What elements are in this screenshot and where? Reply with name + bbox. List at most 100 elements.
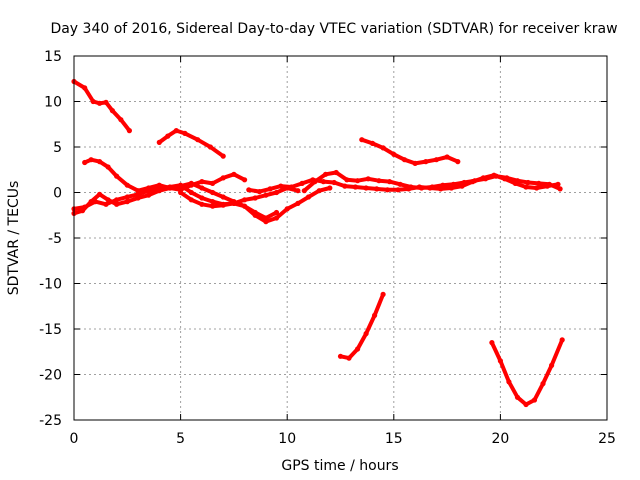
y-tick-label: -20 [39, 368, 62, 384]
data-point [188, 197, 194, 203]
data-point [323, 171, 329, 177]
data-point [97, 100, 103, 106]
data-point [146, 188, 152, 194]
data-point [433, 157, 439, 163]
data-point [514, 178, 521, 184]
y-tick-label: -5 [48, 231, 62, 247]
data-point [331, 179, 337, 186]
ticks: 0 5 10 15 20 25 -25 -20 -15 -10 -5 0 5 10 15 [39, 49, 616, 447]
series-group [71, 78, 565, 408]
data-point [327, 185, 333, 191]
x-tick-label: 0 [70, 431, 79, 447]
data-point [380, 291, 386, 297]
y-tick-label: -25 [39, 413, 62, 429]
data-point [397, 181, 403, 187]
data-point [523, 184, 529, 190]
data-point [207, 144, 213, 150]
series-arc-9 [301, 169, 563, 194]
data-point [278, 183, 284, 189]
series-line [338, 292, 386, 361]
y-tick-label: 15 [44, 49, 62, 65]
data-point [199, 185, 205, 191]
data-point [256, 189, 263, 195]
data-point [220, 202, 226, 208]
data-point [267, 186, 273, 192]
data-point [557, 186, 563, 192]
data-point [531, 397, 538, 403]
data-point [173, 128, 179, 134]
chart-title: Day 340 of 2016, Sidereal Day-to-day VTE… [50, 21, 617, 37]
data-point [231, 200, 237, 206]
x-axis-label: GPS time / hours [281, 458, 398, 474]
series-arc-10 [337, 291, 386, 361]
x-tick-label: 5 [176, 431, 185, 447]
data-point [273, 189, 280, 196]
data-point [408, 184, 414, 190]
data-point [210, 203, 216, 209]
data-point [126, 128, 132, 134]
data-point [440, 182, 446, 188]
data-point [103, 99, 109, 105]
data-point [242, 177, 248, 183]
data-point [242, 203, 248, 209]
x-tick-label: 20 [491, 431, 509, 447]
data-point [386, 179, 393, 185]
data-point [369, 140, 376, 146]
data-point [210, 199, 216, 205]
series-arc-8 [359, 137, 461, 166]
data-point [210, 189, 216, 196]
data-point [105, 197, 111, 203]
data-point [103, 201, 109, 207]
y-tick-label: -10 [39, 277, 62, 293]
data-point [391, 151, 397, 157]
data-point [374, 186, 380, 192]
data-point [344, 177, 350, 183]
data-point [337, 353, 344, 359]
x-tick-label: 15 [385, 431, 403, 447]
grid [74, 56, 607, 420]
series-arc-11 [489, 337, 565, 408]
data-point [320, 179, 326, 185]
data-point [273, 215, 280, 221]
data-point [412, 160, 418, 166]
data-point [97, 191, 103, 197]
data-point [506, 379, 512, 385]
series-arc-2 [156, 128, 226, 159]
data-point [146, 192, 152, 198]
data-point [504, 175, 510, 181]
data-point [182, 130, 188, 136]
data-point [472, 178, 478, 184]
data-point [295, 188, 301, 194]
data-point [210, 180, 216, 186]
data-point [263, 219, 269, 225]
data-point [188, 180, 194, 186]
data-point [165, 133, 171, 139]
data-point [461, 179, 467, 186]
data-point [124, 194, 130, 200]
data-point [352, 184, 358, 190]
data-point [444, 154, 450, 160]
series-arc-6 [178, 185, 333, 225]
data-point [114, 197, 120, 203]
data-point [199, 179, 205, 185]
data-point [534, 185, 540, 191]
data-point [450, 181, 457, 187]
data-point [346, 355, 352, 361]
data-point [118, 117, 124, 123]
data-point [525, 179, 531, 186]
data-point [549, 362, 555, 368]
series-line [359, 137, 460, 166]
data-point [178, 183, 184, 189]
data-point [380, 145, 386, 151]
data-point [497, 358, 503, 364]
data-point [418, 185, 425, 191]
y-tick-label: -15 [39, 322, 62, 338]
data-point [114, 173, 120, 179]
data-point [363, 185, 369, 191]
data-point [284, 206, 290, 212]
data-point [79, 208, 86, 214]
data-point [372, 312, 378, 318]
data-point [90, 98, 96, 105]
data-point [178, 189, 184, 196]
data-point [156, 139, 162, 145]
